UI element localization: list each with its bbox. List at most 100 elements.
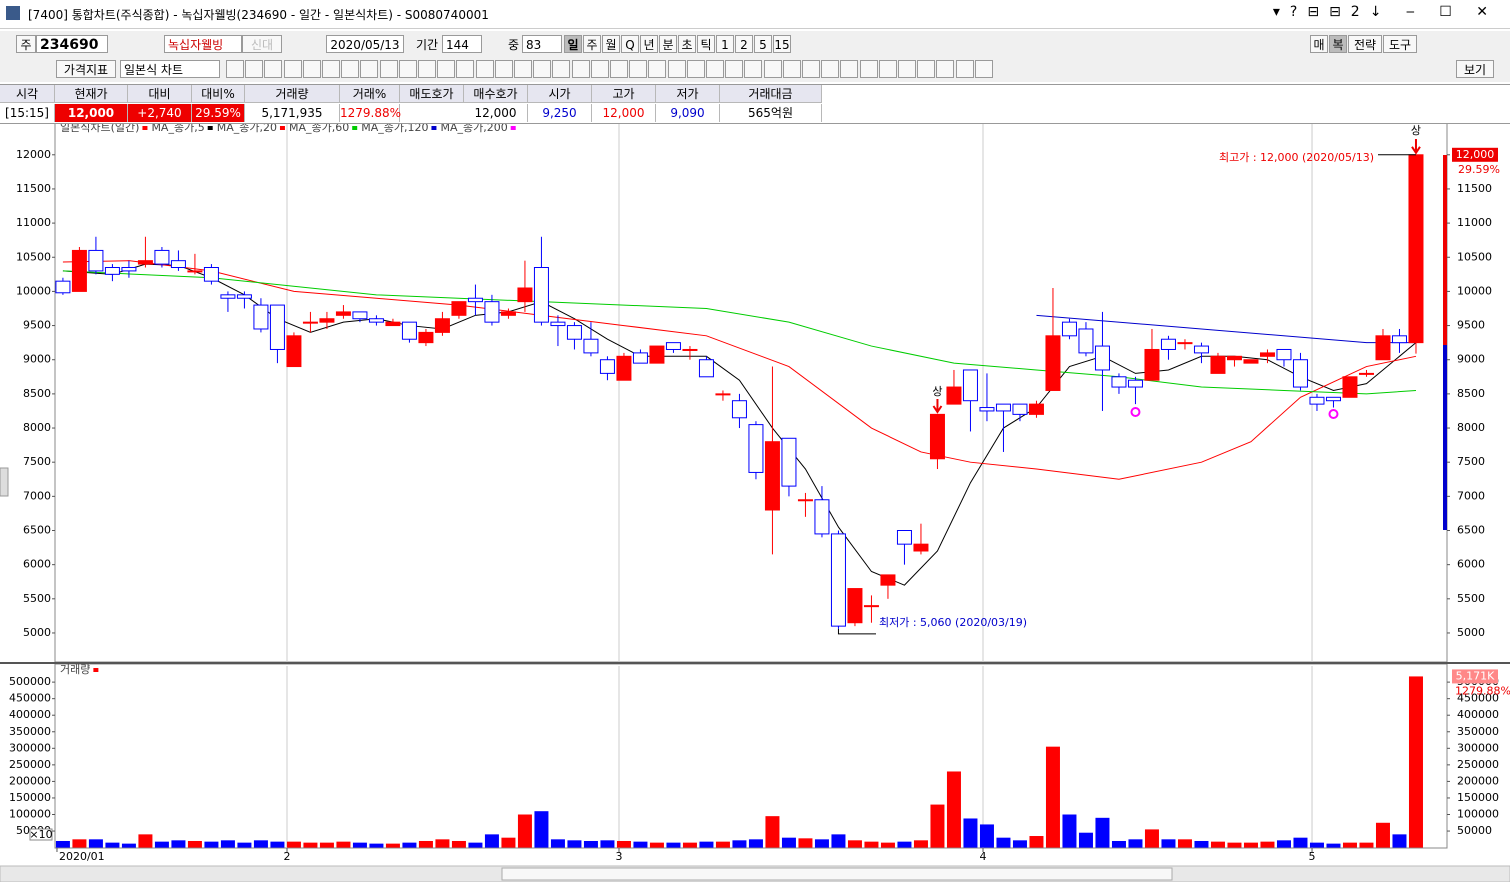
code-prefix[interactable]: 주	[16, 35, 36, 53]
tool-icon[interactable]	[917, 60, 936, 78]
code-input[interactable]: 234690	[36, 35, 108, 53]
tool-icon[interactable]	[725, 60, 744, 78]
tool-icon[interactable]	[533, 60, 552, 78]
quote-header: 거래량	[245, 85, 340, 103]
side-toggle[interactable]	[0, 467, 9, 497]
tool-icon[interactable]	[571, 60, 590, 78]
window-controls[interactable]: ▾?⊟⊟2↓ ‒ ☐ ✕	[1272, 4, 1498, 20]
period-input[interactable]: 144	[442, 35, 482, 53]
interval-button[interactable]: 분	[659, 35, 677, 53]
tool-button[interactable]: 전략	[1348, 35, 1382, 53]
tool-icon[interactable]	[283, 60, 302, 78]
tool-icon[interactable]	[341, 60, 360, 78]
volume-bar	[517, 814, 532, 848]
tool-icon[interactable]	[418, 60, 436, 78]
volume-bar	[204, 841, 219, 848]
tool-icon[interactable]	[264, 60, 283, 78]
tool-icon[interactable]	[226, 60, 244, 78]
chart-type-select[interactable]: 일본식 차트	[120, 60, 220, 78]
interval-button[interactable]: 주	[583, 35, 601, 53]
tool-icon[interactable]	[782, 60, 801, 78]
candle-body	[1078, 328, 1094, 354]
tool-icon[interactable]	[974, 60, 993, 78]
tool-icon[interactable]	[245, 60, 264, 78]
tool-icon[interactable]	[322, 60, 340, 78]
interval-button[interactable]: 월	[602, 35, 620, 53]
volume-bar	[1227, 842, 1242, 848]
candle-body	[1061, 321, 1077, 337]
signal-arrow	[1411, 139, 1421, 155]
tool-icon[interactable]	[878, 60, 897, 78]
volume-bar	[1177, 839, 1192, 848]
interval-button[interactable]: 15	[773, 35, 791, 53]
tool-icon[interactable]	[955, 60, 974, 78]
quote-value: 1279.88%	[340, 104, 402, 122]
tool-icon[interactable]	[514, 60, 532, 78]
volume-bar	[55, 840, 70, 848]
tool-icon[interactable]	[590, 60, 609, 78]
app-icon	[6, 6, 20, 20]
quote-value: 9,250	[528, 104, 592, 122]
tool-icon[interactable]	[302, 60, 321, 78]
volume-bar	[831, 834, 846, 848]
interval-button[interactable]: 년	[640, 35, 658, 53]
candle-body	[1111, 376, 1127, 388]
interval-button[interactable]: 일	[564, 35, 582, 53]
tool-button[interactable]: 복	[1329, 35, 1347, 53]
tool-icon[interactable]	[437, 60, 456, 78]
tool-icon[interactable]	[763, 60, 782, 78]
legend-swatch	[510, 126, 516, 130]
tool-icon[interactable]	[898, 60, 916, 78]
tool-button[interactable]: 매	[1310, 35, 1328, 53]
tool-icon[interactable]	[610, 60, 628, 78]
interval-button[interactable]: 초	[678, 35, 696, 53]
volume-bar	[583, 840, 598, 848]
quote-header: 시각	[0, 85, 55, 103]
tool-icon[interactable]	[802, 60, 820, 78]
tool-icon[interactable]	[360, 60, 379, 78]
tool-icon[interactable]	[706, 60, 724, 78]
tool-icon[interactable]	[379, 60, 398, 78]
tool-icon[interactable]	[859, 60, 878, 78]
tool-button[interactable]: 도구	[1383, 35, 1417, 53]
interval-button[interactable]: 2	[735, 35, 753, 53]
date-input[interactable]: 2020/05/13	[326, 35, 404, 53]
candle-body	[748, 424, 764, 473]
candle-body	[1012, 403, 1028, 415]
candle-body	[401, 321, 417, 340]
tool-icon[interactable]	[629, 60, 648, 78]
tool-icon[interactable]	[686, 60, 705, 78]
volume-bar	[468, 842, 483, 848]
tool-icon[interactable]	[840, 60, 859, 78]
y-tick-label: 100000	[9, 808, 51, 821]
interval-button[interactable]: 5	[754, 35, 772, 53]
tool-icon[interactable]	[456, 60, 475, 78]
tool-icon[interactable]	[475, 60, 494, 78]
interval-button[interactable]: Q	[621, 35, 639, 53]
tool-icon[interactable]	[667, 60, 686, 78]
interval-button[interactable]: 틱	[697, 35, 715, 53]
quote-header: 대비	[128, 85, 192, 103]
view-button[interactable]: 보기	[1456, 60, 1494, 78]
candle-body	[253, 304, 269, 330]
candle-body	[203, 267, 219, 282]
y-tick-label: 300000	[9, 741, 51, 754]
indicator-button[interactable]: 가격지표	[56, 60, 116, 78]
volume-bar	[451, 840, 466, 848]
tool-icon[interactable]	[744, 60, 763, 78]
volume-bar	[682, 842, 697, 848]
tool-icon[interactable]	[936, 60, 955, 78]
scroll-thumb[interactable]	[501, 867, 1173, 881]
legend-label: MA_종가,200	[440, 121, 507, 134]
quote-value: 29.59%	[192, 104, 245, 122]
count-input[interactable]: 83	[522, 35, 562, 53]
tool-icon[interactable]	[648, 60, 667, 78]
tool-icon[interactable]	[821, 60, 840, 78]
volume-bar	[253, 840, 268, 848]
quote-header: 고가	[592, 85, 656, 103]
tool-icon[interactable]	[398, 60, 417, 78]
interval-button[interactable]: 1	[716, 35, 734, 53]
tool-icon[interactable]	[494, 60, 513, 78]
tool-icon[interactable]	[552, 60, 571, 78]
y-tick-label: 5000	[1457, 626, 1485, 639]
